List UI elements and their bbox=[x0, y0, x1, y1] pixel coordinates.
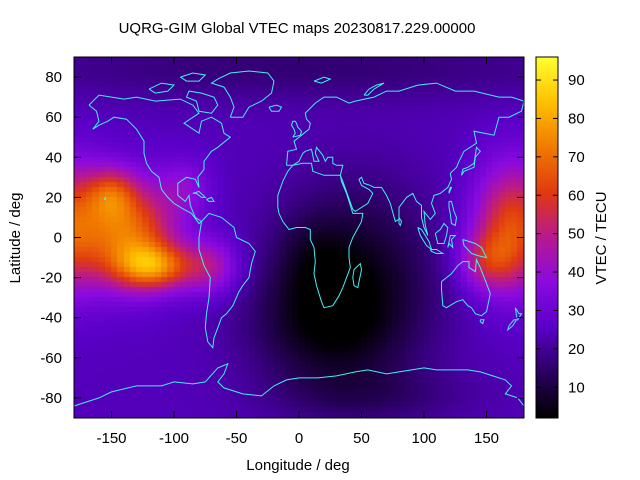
coastline-arabian-gulf-coast bbox=[341, 181, 346, 190]
y-tick-label: 40 bbox=[45, 149, 62, 166]
y-axis-label: Latitude / deg bbox=[7, 193, 24, 284]
y-tick-label: 80 bbox=[45, 69, 62, 86]
colorbar-tick-label: 70 bbox=[568, 149, 585, 166]
chart-title: UQRG-GIM Global VTEC maps 20230817.229.0… bbox=[119, 20, 476, 37]
colorbar-ticks: 10 20 30 40 50 60 70 80 90 bbox=[536, 72, 585, 396]
y-axis-ticks: -80 -60 -40 -20 0 20 40 60 80 bbox=[40, 69, 524, 407]
coastline-arctic-island-b bbox=[180, 72, 207, 82]
x-tick-label: 50 bbox=[353, 430, 370, 447]
coastline-arctic-island-a bbox=[148, 82, 176, 94]
x-tick-label: -150 bbox=[96, 430, 126, 447]
y-tick-label: -20 bbox=[40, 270, 62, 287]
coastline-java bbox=[429, 249, 445, 254]
x-tick-label: 100 bbox=[411, 430, 436, 447]
colorbar-tick-label: 80 bbox=[568, 110, 585, 127]
coastline-new-zealand-north bbox=[514, 307, 523, 321]
coastline-tasmania bbox=[479, 319, 485, 325]
coastline-sri-lanka bbox=[398, 217, 403, 227]
y-tick-label: -80 bbox=[40, 390, 62, 407]
coastline-greenland bbox=[210, 70, 275, 118]
colorbar-tick-label: 10 bbox=[568, 379, 585, 396]
coastline-japan bbox=[461, 146, 481, 176]
map-plot-area: -150 -100 -50 0 50 100 150 -80 -60 -40 -20 0 20 40 60… bbox=[40, 56, 525, 447]
colorbar-frame bbox=[535, 56, 559, 419]
colorbar-label: VTEC / TECU bbox=[593, 191, 610, 284]
y-tick-label: -60 bbox=[40, 350, 62, 367]
coastline-cuba bbox=[192, 190, 207, 198]
x-tick-label: 150 bbox=[474, 430, 499, 447]
coastline-australia bbox=[441, 257, 491, 317]
colorbar-tick-label: 20 bbox=[568, 341, 585, 358]
y-tick-label: 0 bbox=[54, 230, 62, 247]
colorbar-gradient bbox=[536, 57, 558, 418]
coastlines bbox=[73, 70, 525, 407]
coastline-baffin-island bbox=[185, 90, 219, 114]
coastline-novaya-zemlya bbox=[363, 82, 385, 96]
coastline-svalbard bbox=[313, 76, 332, 84]
vtec-heatmap bbox=[74, 57, 524, 418]
x-tick-label: -100 bbox=[159, 430, 189, 447]
colorbar: 10 20 30 40 50 60 70 80 90 VTEC / TECU bbox=[535, 56, 610, 419]
colorbar-tick-label: 40 bbox=[568, 264, 585, 281]
coastline-hawaii bbox=[103, 195, 106, 200]
colorbar-tick-label: 30 bbox=[568, 302, 585, 319]
y-tick-label: 60 bbox=[45, 109, 62, 126]
x-tick-label: 0 bbox=[295, 430, 303, 447]
coastline-madagascar bbox=[352, 262, 363, 289]
y-tick-label: -40 bbox=[40, 310, 62, 327]
y-tick-label: 20 bbox=[45, 189, 62, 206]
coastline-iceland bbox=[268, 104, 283, 112]
coastline-taiwan bbox=[448, 186, 453, 194]
coastline-borneo bbox=[434, 222, 449, 244]
colorbar-tick-label: 90 bbox=[568, 72, 585, 89]
coastline-eurasia bbox=[286, 82, 525, 236]
coastline-new-guinea bbox=[462, 239, 488, 259]
coastline-great-britain bbox=[290, 120, 303, 138]
x-axis-label: Longitude / deg bbox=[246, 457, 349, 474]
coastline-new-zealand-south bbox=[506, 319, 518, 332]
coastline-south-america bbox=[198, 212, 256, 350]
x-axis-ticks: -150 -100 -50 0 50 100 150 bbox=[96, 57, 499, 447]
coastline-philippines bbox=[448, 200, 458, 227]
colorbar-tick-label: 60 bbox=[568, 187, 585, 204]
x-tick-label: -50 bbox=[226, 430, 248, 447]
coastline-sulawesi bbox=[447, 235, 457, 250]
coastline-antarctica bbox=[73, 362, 525, 407]
coastline-africa bbox=[277, 162, 364, 309]
coastline-hispaniola bbox=[206, 196, 215, 202]
coastline-north-america bbox=[88, 94, 232, 225]
colorbar-tick-label: 50 bbox=[568, 226, 585, 243]
